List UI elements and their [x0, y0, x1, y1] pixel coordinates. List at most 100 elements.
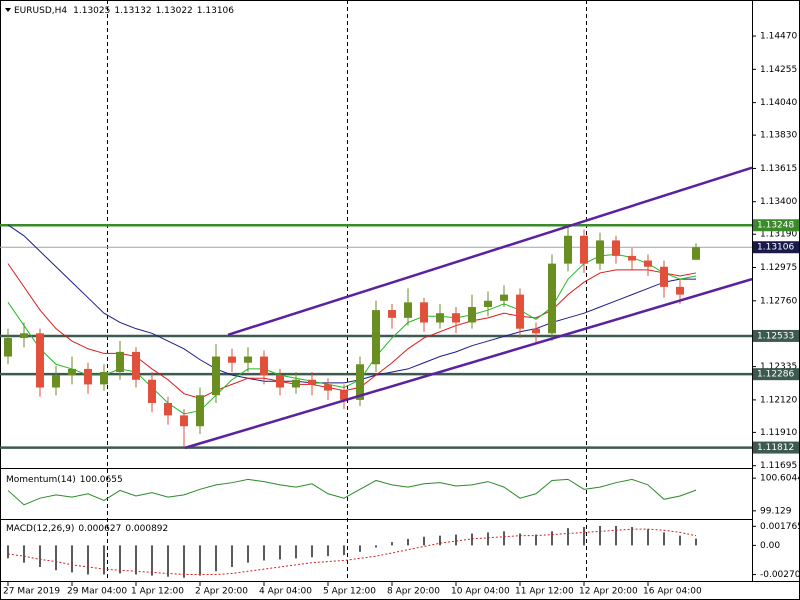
level-label-box	[753, 441, 799, 454]
x-tick-label: 10 Apr 04:00	[451, 587, 510, 597]
candle-body	[484, 300, 492, 307]
x-tick-label: 27 Mar 2019	[3, 587, 60, 597]
candle-body	[84, 368, 92, 385]
indicator-value: 100.0655	[80, 475, 123, 485]
indicator-value: 0.000627	[78, 524, 121, 534]
chart-header: EURUSD,H4 1.13025 1.13132 1.13022 1.13106	[14, 6, 234, 16]
candle-body	[564, 235, 572, 264]
low: 1.13022	[156, 6, 193, 16]
x-tick-label: 29 Mar 04:00	[67, 587, 127, 597]
moving-average	[7, 224, 696, 384]
y-tick-label: 0.001765	[760, 522, 800, 532]
candle-body	[340, 390, 348, 400]
signal-line	[7, 528, 697, 576]
level-label: 1.12286	[757, 370, 794, 380]
candle-body	[228, 356, 236, 363]
symbol: EURUSD,H4	[14, 6, 67, 16]
y-tick-label: 1.12120	[760, 395, 797, 405]
candle-body	[324, 384, 332, 391]
y-tick-label: -0.002703	[760, 570, 800, 580]
candle-body	[516, 294, 524, 329]
level-label-box	[753, 329, 799, 342]
y-tick-label: 1.12760	[760, 296, 797, 306]
candle-body	[180, 415, 188, 427]
macd-title: MACD(12,26,9) 0.000627 0.000892	[6, 524, 168, 534]
candle-body	[196, 395, 204, 427]
y-tick-label: 1.12975	[760, 263, 797, 273]
candle-body	[116, 351, 124, 373]
x-tick-label: 8 Apr 20:00	[387, 587, 440, 597]
x-tick-label: 11 Apr 12:00	[515, 587, 574, 597]
candle-body	[500, 294, 508, 301]
candle-body	[388, 310, 396, 318]
level-label-box	[753, 241, 799, 254]
candle-body	[452, 313, 460, 323]
trendline	[227, 166, 753, 337]
candle-body	[148, 379, 156, 403]
menu-arrow[interactable]	[5, 8, 11, 12]
x-tick-label: 16 Apr 04:00	[643, 587, 702, 597]
candle-body	[100, 372, 108, 385]
candle-body	[612, 240, 620, 256]
indicator-name: Momentum(14)	[6, 475, 76, 485]
candle-body	[532, 328, 540, 334]
y-tick-label: 1.11910	[760, 428, 797, 438]
candle-body	[276, 375, 284, 388]
x-tick-label: 2 Apr 20:00	[195, 587, 248, 597]
candle-body	[420, 302, 428, 323]
y-tick-label: 1.12335	[760, 362, 797, 372]
y-tick-label: 100.6044	[760, 474, 800, 484]
candle-body	[692, 247, 700, 260]
candle-body	[4, 337, 12, 357]
candle-body	[676, 286, 684, 295]
candle-body	[292, 379, 300, 388]
level-label-box	[753, 219, 799, 232]
candle-body	[372, 310, 380, 365]
indicator-name: MACD(12,26,9)	[6, 524, 74, 534]
candle-body	[644, 260, 652, 267]
y-tick-label: 1.11695	[760, 461, 797, 471]
y-tick-label: 1.13830	[760, 131, 797, 141]
candle-body	[20, 333, 28, 338]
candle-body	[596, 240, 604, 264]
candle-body	[52, 375, 60, 388]
candle-body	[468, 306, 476, 323]
open: 1.13025	[73, 6, 110, 16]
indicator-line	[7, 478, 697, 506]
candle-body	[356, 364, 364, 400]
y-tick-label: 1.14470	[760, 32, 797, 42]
x-tick-label: 5 Apr 12:00	[323, 587, 376, 597]
candle-body	[660, 266, 668, 287]
candle-body	[308, 379, 316, 385]
indicator-value: 0.000892	[125, 524, 168, 534]
candle-body	[68, 368, 76, 376]
y-tick-label: 1.13190	[760, 230, 797, 240]
y-tick-label: 1.14040	[760, 98, 797, 108]
level-label: 1.11812	[757, 443, 794, 453]
candle-body	[580, 235, 588, 264]
candle-body	[404, 302, 412, 318]
period-separators	[107, 0, 587, 582]
y-tick-label: 1.13400	[760, 197, 797, 207]
x-tick-label: 1 Apr 12:00	[131, 587, 184, 597]
candle-body	[260, 356, 268, 376]
level-label-box	[753, 368, 799, 381]
candle-body	[436, 313, 444, 323]
high: 1.13132	[114, 6, 151, 16]
y-tick-label: 99.129	[760, 506, 792, 516]
y-tick-label: 1.13615	[760, 164, 797, 174]
x-tick-label: 12 Apr 20:00	[579, 587, 638, 597]
x-tick-label: 4 Apr 04:00	[259, 587, 312, 597]
candle-body	[548, 263, 556, 334]
level-label: 1.12533	[757, 331, 794, 341]
y-tick-label: 0.00	[760, 541, 780, 551]
candle-body	[212, 356, 220, 396]
candle-body	[244, 356, 252, 363]
close: 1.13106	[197, 6, 234, 16]
level-label: 1.13248	[757, 221, 794, 231]
candle-body	[132, 351, 140, 380]
candle-body	[628, 255, 636, 261]
candle-body	[164, 402, 172, 416]
